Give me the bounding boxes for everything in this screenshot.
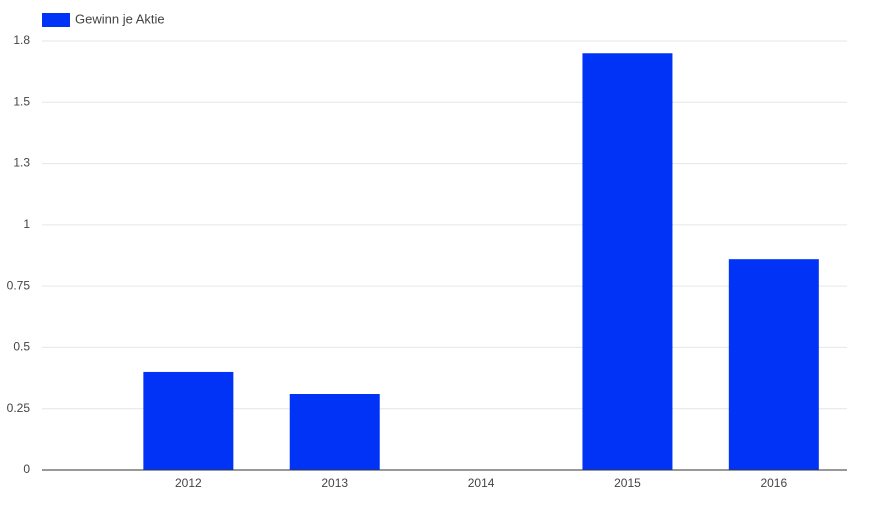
x-tick-label: 2012	[175, 476, 202, 490]
y-tick-label: 1	[23, 217, 30, 231]
y-tick-label: 0	[23, 462, 30, 476]
legend-swatch	[42, 13, 70, 27]
x-tick-label: 2013	[321, 476, 348, 490]
y-tick-label: 1.8	[13, 33, 30, 47]
x-tick-label: 2015	[614, 476, 641, 490]
y-tick-label: 1.5	[13, 94, 30, 108]
y-tick-label: 0.5	[13, 340, 30, 354]
bar	[582, 53, 673, 470]
legend-text: Gewinn je Aktie	[75, 11, 165, 26]
bar	[289, 394, 380, 470]
x-tick-label: 2014	[468, 476, 495, 490]
x-tick-label: 2016	[760, 476, 787, 490]
bar	[728, 259, 819, 470]
bar	[143, 371, 234, 470]
y-tick-label: 0.75	[7, 278, 31, 292]
y-tick-label: 1.3	[13, 156, 30, 170]
y-tick-label: 0.25	[7, 401, 31, 415]
